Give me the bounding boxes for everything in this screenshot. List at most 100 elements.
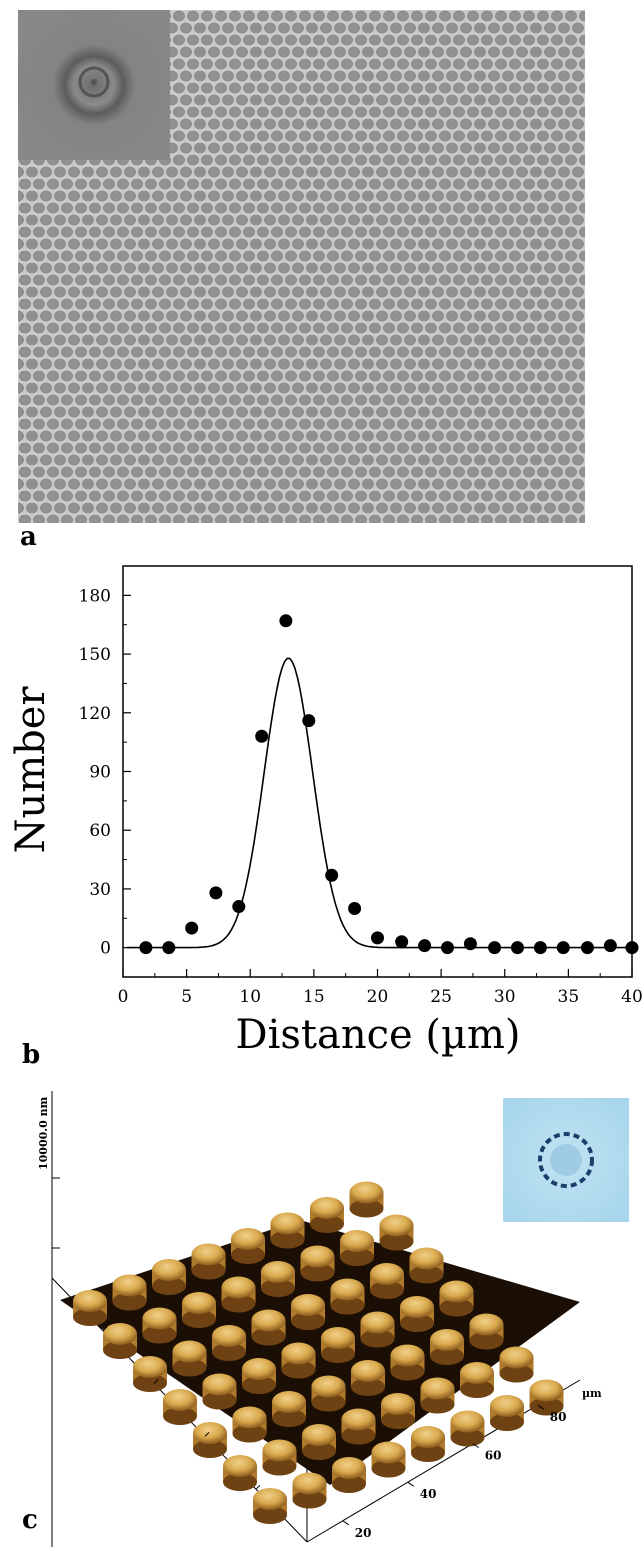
- afm-pillar: [302, 1424, 336, 1460]
- afm-pillar: [379, 1214, 414, 1251]
- afm-pillar: [332, 1457, 366, 1493]
- y-tick-label: 120: [79, 704, 111, 724]
- afm-pillar: [133, 1356, 167, 1392]
- panel-label-c: c: [22, 1505, 38, 1535]
- afm-pillar: [262, 1439, 297, 1476]
- y-tick-label: 150: [79, 645, 111, 665]
- afm-pillar: [182, 1292, 216, 1328]
- afm-pillar: [400, 1296, 434, 1332]
- data-point: [209, 886, 223, 900]
- plot-frame: [122, 565, 633, 978]
- data-point: [510, 941, 524, 955]
- data-point: [139, 941, 153, 955]
- afm-pillar: [142, 1307, 177, 1344]
- x-tick-label: 40: [621, 987, 643, 1007]
- afm-pillar: [292, 1472, 327, 1509]
- afm-tick-label: 20: [355, 1526, 372, 1540]
- data-point: [463, 937, 477, 951]
- data-point: [325, 868, 339, 882]
- afm-pillar: [232, 1406, 267, 1443]
- afm-pillar: [529, 1379, 564, 1416]
- afm-pillar: [450, 1410, 485, 1447]
- afm-pillar: [191, 1243, 226, 1280]
- data-point: [625, 941, 639, 955]
- afm-axis-unit: µm: [582, 1387, 602, 1400]
- afm-pillar: [270, 1212, 305, 1249]
- afm-tick-label: 60: [485, 1449, 502, 1463]
- afm-pillar: [291, 1294, 325, 1330]
- afm-pillar: [163, 1389, 197, 1425]
- afm-pillar: [330, 1278, 365, 1315]
- afm-z-axis-label: 10000.0 nm: [37, 1096, 50, 1170]
- afm-tick: [342, 1520, 350, 1526]
- data-point: [603, 939, 617, 953]
- afm-pillar: [261, 1261, 295, 1297]
- data-point: [556, 941, 570, 955]
- afm-pillar: [420, 1377, 455, 1414]
- afm-tick: [204, 1432, 210, 1437]
- afm-tick-label: 80: [550, 1410, 567, 1424]
- fft-inset: [18, 10, 170, 160]
- y-tick-label: 30: [89, 880, 111, 900]
- afm-tick: [472, 1443, 480, 1449]
- afm-pillar: [281, 1342, 316, 1379]
- data-point: [232, 900, 246, 914]
- x-tick-label: 20: [367, 987, 389, 1007]
- x-tick-label: 0: [118, 987, 129, 1007]
- afm-pillar: [499, 1346, 534, 1383]
- micrograph-image: [18, 10, 585, 523]
- data-point: [255, 729, 269, 743]
- afm-tick: [537, 1404, 545, 1410]
- afm-pillar: [212, 1325, 246, 1361]
- afm-axis-ticks: 20 40 60 80: [102, 1326, 567, 1540]
- afm-tick-label: 40: [420, 1487, 437, 1501]
- afm-pillar: [73, 1290, 107, 1326]
- afm-pillar: [341, 1408, 376, 1445]
- panel-label-a: a: [20, 522, 37, 552]
- afm-pillar: [490, 1395, 524, 1431]
- afm-pillar: [321, 1327, 355, 1363]
- panel-b-chart: 0 5 10 15 20 25 30 35 40 0 30 60 90 120 150 180 Distan…: [0, 558, 643, 1078]
- afm-pillar: [349, 1181, 384, 1218]
- afm-tick: [255, 1484, 261, 1490]
- data-point: [348, 902, 362, 915]
- x-tick-label: 35: [558, 987, 580, 1007]
- afm-pillar: [202, 1373, 237, 1410]
- panel-c-afm: 20 40 60 80 10000.0 nm µm: [0, 1090, 643, 1551]
- afm-tick: [153, 1379, 159, 1384]
- afm-pillar: [221, 1276, 256, 1313]
- y-axis: 0 30 60 90 120 150 180: [79, 586, 131, 959]
- afm-pillar: [272, 1391, 306, 1427]
- y-tick-label: 0: [100, 939, 111, 959]
- afm-pillar: [371, 1441, 406, 1478]
- data-point: [580, 941, 594, 955]
- afm-pillar: [381, 1393, 415, 1429]
- afm-pillar: [460, 1362, 494, 1398]
- y-tick-label: 180: [79, 586, 111, 606]
- afm-tick: [407, 1481, 415, 1487]
- afm-fft-inset: [503, 1098, 629, 1222]
- afm-pillar: [360, 1311, 395, 1348]
- afm-3d-topography: 20 40 60 80 10000.0 nm µm: [37, 1091, 629, 1551]
- data-point: [302, 714, 316, 728]
- data-point: [185, 921, 199, 935]
- afm-tick: [102, 1326, 108, 1332]
- afm-pillar: [242, 1358, 276, 1394]
- afm-pillar: [310, 1197, 344, 1233]
- y-axis-label: Number: [8, 686, 54, 854]
- x-tick-label: 30: [494, 987, 516, 1007]
- afm-pillar: [172, 1340, 207, 1377]
- afm-pillar: [469, 1313, 504, 1350]
- panel-a-micrograph: [18, 10, 585, 523]
- x-tick-label: 25: [430, 987, 452, 1007]
- afm-pillar: [193, 1422, 227, 1458]
- data-point: [395, 935, 409, 949]
- afm-pillar: [253, 1488, 287, 1524]
- afm-pillar: [430, 1329, 464, 1365]
- afm-pillar: [231, 1228, 265, 1264]
- panel-label-b: b: [22, 1040, 41, 1070]
- y-tick-label: 60: [89, 821, 111, 841]
- data-point: [279, 614, 293, 628]
- afm-pillar: [311, 1375, 346, 1412]
- data-point: [162, 941, 176, 955]
